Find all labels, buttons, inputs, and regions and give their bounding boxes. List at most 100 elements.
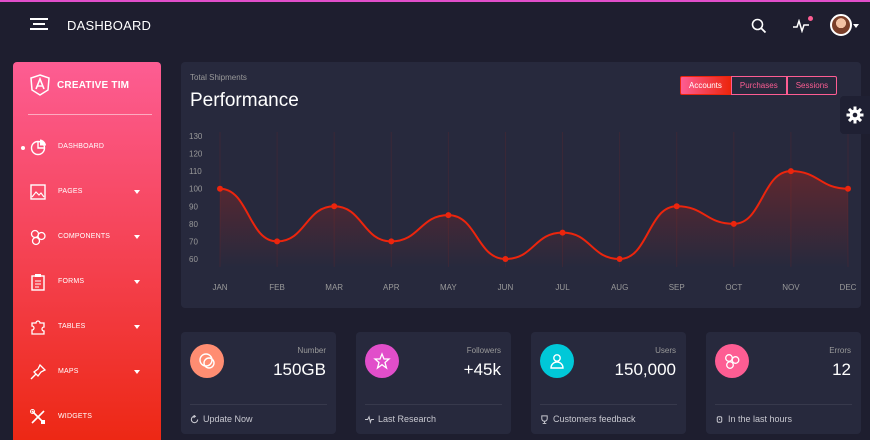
x-tick-label: MAY [440,283,457,292]
top-accent-line [0,0,870,2]
chart-data-point[interactable] [388,238,395,245]
chart-data-point[interactable] [730,220,737,227]
sidebar-item-label: PAGES [58,188,83,195]
performance-chart-card: Total Shipments Performance Accounts Pur… [181,62,861,308]
stat-divider [190,404,327,405]
stat-footer-text: In the last hours [728,414,793,424]
stat-footer[interactable]: Customers feedback [540,414,636,424]
y-tick-label: 120 [189,150,203,159]
stat-footer[interactable]: In the last hours [715,414,792,424]
x-tick-label: FEB [269,283,285,292]
trophy-icon [541,414,548,424]
chart-data-point[interactable] [845,185,851,192]
sidebar-item-pages[interactable]: PAGES [13,178,161,208]
performance-line-chart: 60 70 80 90 100 110 120 130 JAN FEB MAR APR MAY JUN JU… [189,132,857,292]
stat-label: Number [297,346,326,355]
stat-footer-text: Update Now [203,414,253,424]
y-tick-label: 90 [189,202,198,211]
molecule-icon [715,344,749,378]
x-tick-label: SEP [669,283,685,292]
chart-data-point[interactable] [274,238,281,245]
pulse-icon [365,414,374,424]
refresh-icon [190,414,199,423]
sidebar-divider [28,114,152,115]
top-navbar: DASHBOARD [0,2,870,50]
clipboard-icon [31,274,45,291]
search-icon[interactable] [748,15,770,37]
chevron-down-icon [134,325,140,329]
chart-data-point[interactable] [559,229,566,236]
avatar[interactable] [830,14,852,36]
tools-icon [30,409,45,424]
chat-icon [190,344,224,378]
chart-subtitle: Total Shipments [190,73,247,82]
chart-data-point[interactable] [502,256,509,262]
stat-card-errors: Errors 12 In the last hours [706,332,861,434]
x-tick-label: AUG [611,283,628,292]
stat-label: Followers [466,346,501,355]
activity-icon[interactable] [790,15,812,37]
sidebar-logo[interactable]: CREATIVE TIM [13,62,161,114]
chevron-down-icon [134,190,140,194]
x-tick-label: DEC [840,283,857,292]
menu-icon[interactable] [30,18,48,34]
y-tick-label: 80 [189,220,198,229]
tab-purchases[interactable]: Purchases [730,76,787,95]
sidebar-logo-text: CREATIVE TIM [57,80,130,91]
stat-card-followers: Followers +45k Last Research [356,332,511,434]
stat-card-users: Users 150,000 Customers feedback [531,332,686,434]
angular-logo-icon [30,74,50,96]
settings-panel-toggle[interactable] [840,96,870,134]
stat-footer[interactable]: Last Research [365,414,436,424]
chart-data-point[interactable] [673,203,680,210]
chart-data-point[interactable] [217,185,223,192]
stat-divider [365,404,502,405]
chart-data-point[interactable] [787,168,794,175]
stat-value: 150,000 [614,360,676,379]
sidebar-item-label: MAPS [58,368,79,375]
y-tick-label: 100 [189,185,203,194]
navbar-brand[interactable]: DASHBOARD [67,18,152,33]
sidebar-item-dashboard[interactable]: DASHBOARD [13,133,161,163]
y-tick-label: 130 [189,132,203,141]
chart-data-point[interactable] [331,203,338,210]
notification-dot [808,16,813,21]
chevron-down-icon[interactable] [853,24,859,28]
stat-footer-text: Last Research [378,414,437,424]
sidebar-item-forms[interactable]: FORMS [13,268,161,298]
tab-accounts[interactable]: Accounts [680,76,731,95]
gear-icon [846,106,864,124]
stat-footer[interactable]: Update Now [190,414,253,424]
sidebar: CREATIVE TIM DASHBOARD PAGES COMPONENTS … [13,62,161,440]
sidebar-item-label: COMPONENTS [58,233,111,240]
stat-label: Users [655,346,676,355]
x-tick-label: JUN [498,283,514,292]
chart-data-point[interactable] [616,256,623,262]
x-tick-label: MAR [325,283,343,292]
chart-tab-group: Accounts Purchases Sessions [680,76,838,95]
sidebar-item-maps[interactable]: MAPS [13,358,161,388]
sidebar-item-components[interactable]: COMPONENTS [13,223,161,253]
chart-pie-icon [30,139,46,156]
sidebar-item-tables[interactable]: TABLES [13,313,161,343]
chevron-down-icon [134,235,140,239]
chart-data-point[interactable] [445,212,452,219]
molecule-icon [30,229,46,246]
stat-card-storage: Number 150GB Update Now [181,332,336,434]
tab-sessions[interactable]: Sessions [786,76,838,95]
stat-value: 150GB [273,360,326,379]
chevron-down-icon [134,370,140,374]
puzzle-icon [31,320,45,335]
stat-divider [540,404,677,405]
pin-icon [30,363,47,380]
y-tick-label: 60 [189,255,198,264]
stat-value: 12 [832,360,851,379]
chart-title: Performance [190,90,299,111]
chart-area-fill [220,171,848,267]
image-icon [30,184,46,200]
watch-icon [716,415,723,423]
chart-series-line [219,170,849,261]
sidebar-item-label: FORMS [58,278,85,285]
sidebar-item-widgets[interactable]: WIDGETS [13,403,161,433]
active-indicator [21,146,25,150]
